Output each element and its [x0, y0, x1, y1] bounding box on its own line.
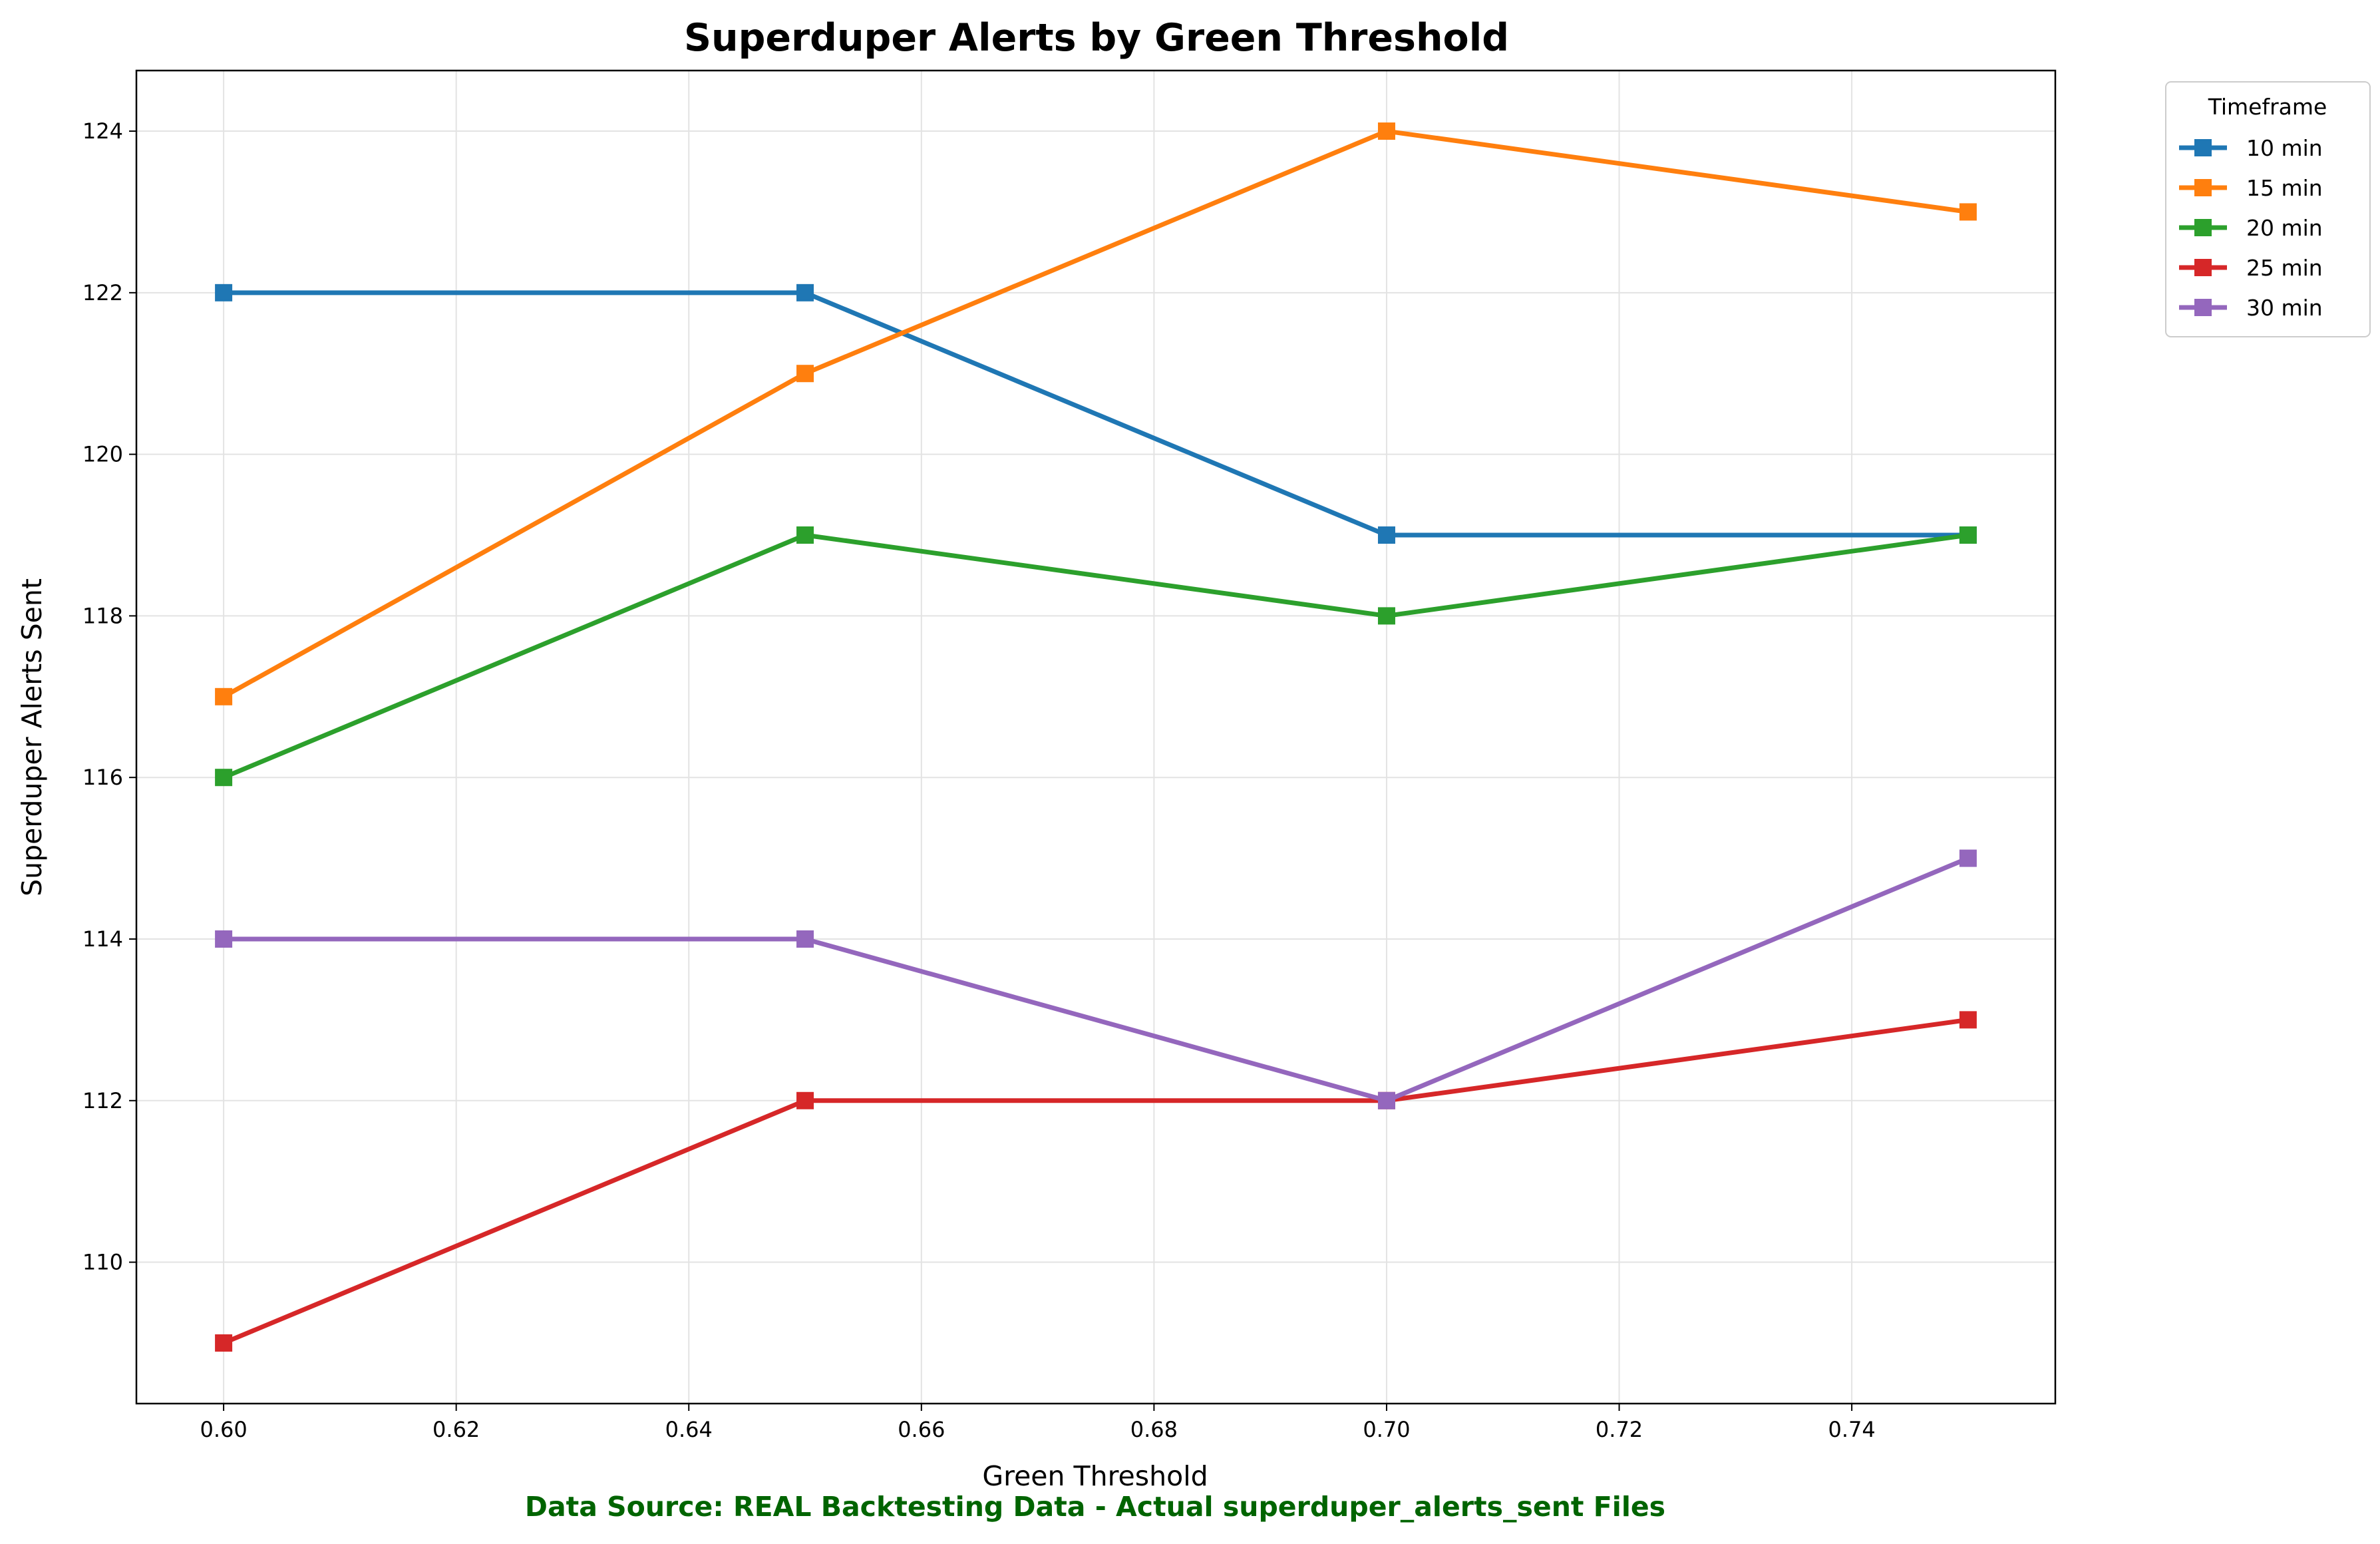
x-tick-label: 0.68	[1130, 1417, 1178, 1442]
legend-label: 20 min	[2246, 215, 2323, 241]
legend-label: 30 min	[2246, 295, 2323, 321]
y-tick-label: 118	[83, 603, 123, 628]
data-point-marker	[215, 769, 233, 787]
data-point-marker	[796, 930, 814, 948]
legend-entry: 10 min	[2179, 135, 2323, 161]
data-point-marker	[1959, 203, 1977, 221]
y-tick-label: 110	[83, 1250, 123, 1275]
data-point-marker	[1377, 526, 1395, 544]
y-tick-label: 122	[83, 280, 123, 305]
axis-ticks: 0.60 0.62 0.64 0.66 0.68 0.70 0.72 0.74 110 112 11…	[83, 118, 1876, 1442]
legend-swatch-marker	[2194, 219, 2212, 236]
legend: Timeframe 10 min 15 min 20 min 25 min 30 min	[2165, 81, 2371, 337]
legend-swatch-marker	[2194, 299, 2212, 316]
legend-label: 15 min	[2246, 175, 2323, 201]
legend-title: Timeframe	[2208, 94, 2327, 120]
data-point-marker	[215, 1334, 233, 1352]
x-axis-label: Green Threshold	[982, 1460, 1208, 1492]
data-point-marker	[215, 930, 233, 948]
data-point-marker	[1377, 122, 1395, 140]
y-tick-label: 120	[83, 442, 123, 467]
legend-entry: 25 min	[2179, 255, 2323, 281]
series-line	[222, 128, 1969, 699]
x-tick-label: 0.60	[200, 1417, 247, 1442]
y-tick-label: 112	[83, 1088, 123, 1113]
data-point-marker	[215, 284, 233, 301]
y-tick-label: 124	[83, 118, 123, 144]
data-point-marker	[796, 284, 814, 301]
legend-entry: 15 min	[2179, 175, 2323, 201]
series-15-min	[215, 122, 1977, 705]
series-line	[222, 1017, 1969, 1346]
legend-swatch-marker	[2194, 259, 2212, 276]
legend-entry: 30 min	[2179, 295, 2323, 321]
data-point-marker	[1959, 1011, 1977, 1029]
data-point-marker	[1959, 849, 1977, 867]
data-point-marker	[215, 687, 233, 705]
legend-entry: 20 min	[2179, 215, 2323, 241]
data-source-footnote: Data Source: REAL Backtesting Data - Act…	[525, 1491, 1665, 1523]
series-line	[224, 290, 1968, 538]
chart-title: Superduper Alerts by Green Threshold	[684, 16, 1509, 60]
data-point-marker	[796, 1091, 814, 1109]
data-point-marker	[796, 365, 814, 383]
legend-swatch-marker	[2194, 179, 2212, 196]
legend-label: 25 min	[2246, 255, 2323, 281]
x-tick-label: 0.66	[898, 1417, 945, 1442]
y-tick-label: 116	[83, 765, 123, 790]
y-tick-label: 114	[83, 926, 123, 952]
data-point-marker	[1377, 607, 1395, 625]
legend-entries: 10 min 15 min 20 min 25 min 30 min	[2179, 135, 2323, 321]
data-point-marker	[1377, 1091, 1395, 1109]
x-tick-label: 0.64	[665, 1417, 713, 1442]
y-axis-label: Superduper Alerts Sent	[16, 578, 48, 896]
legend-swatch-marker	[2194, 139, 2212, 156]
data-point-marker	[796, 526, 814, 544]
data-point-marker	[1959, 526, 1977, 544]
series-30-min	[215, 849, 1977, 1109]
series-line	[224, 856, 1969, 1103]
x-tick-label: 0.70	[1363, 1417, 1410, 1442]
series-layer	[215, 122, 1977, 1352]
series-line	[222, 532, 1969, 780]
legend-label: 10 min	[2246, 135, 2323, 161]
x-tick-label: 0.62	[432, 1417, 480, 1442]
x-tick-label: 0.72	[1596, 1417, 1643, 1442]
plot-area-frame	[135, 69, 2057, 1405]
x-tick-label: 0.74	[1828, 1417, 1875, 1442]
series-20-min	[215, 526, 1977, 787]
